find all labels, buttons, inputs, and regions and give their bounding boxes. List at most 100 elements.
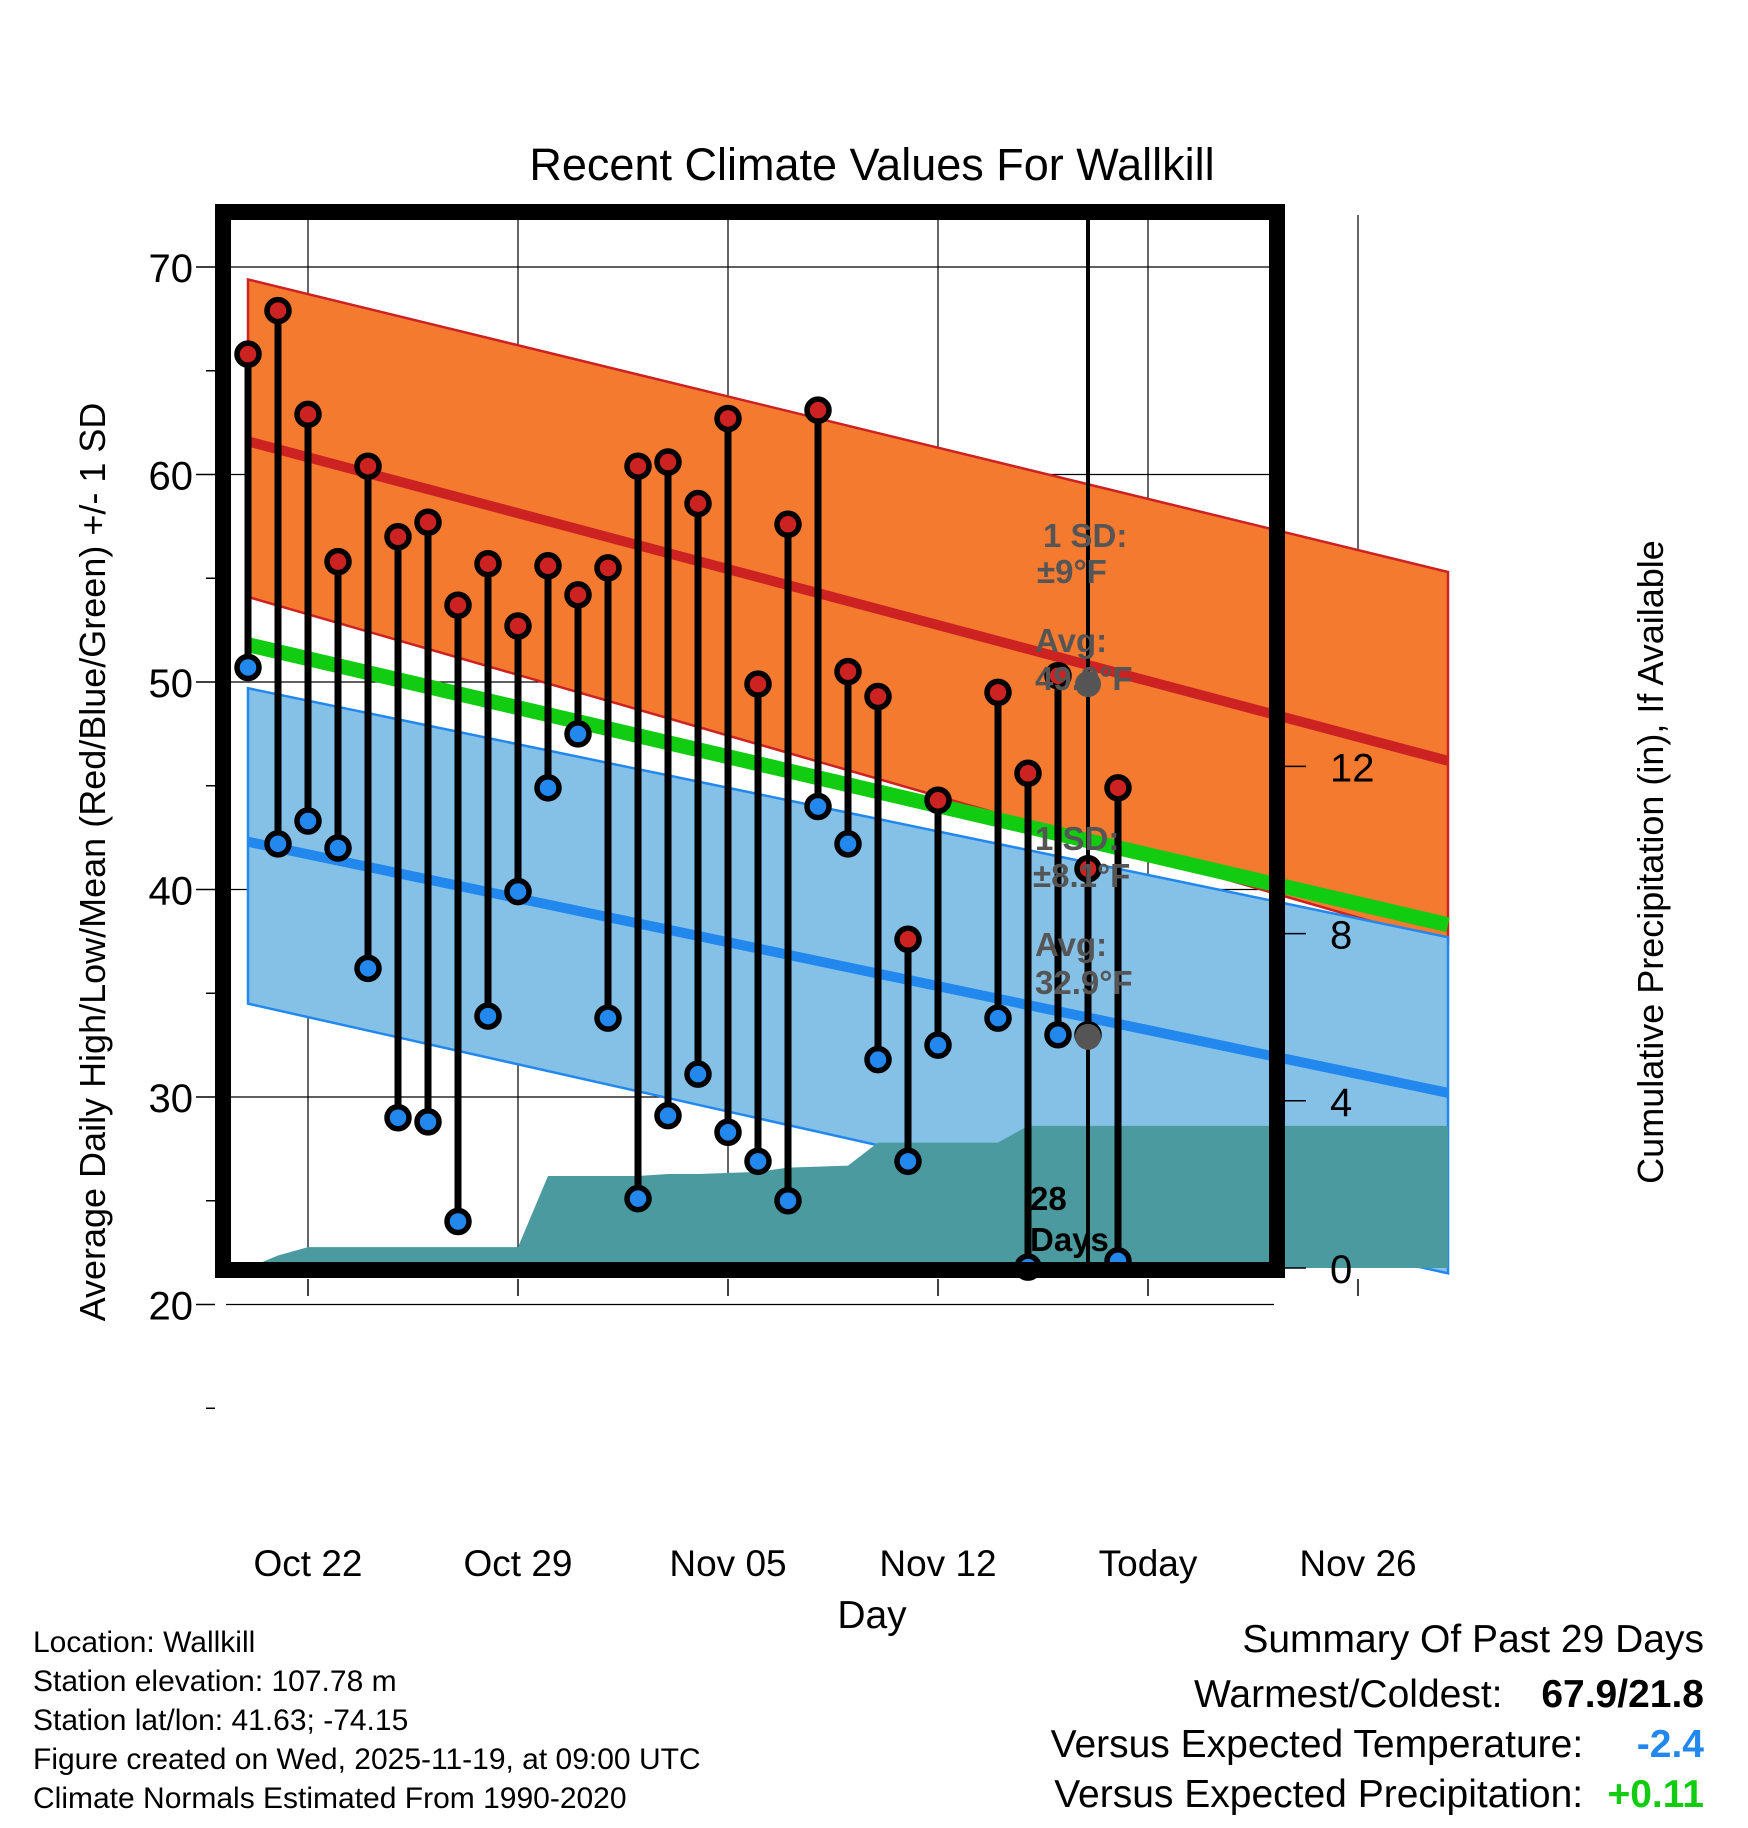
x-tick-label: Oct 29 [464, 1543, 573, 1584]
today-low-avg-dot [1075, 1023, 1101, 1050]
high-point [744, 670, 772, 698]
high-avg-line [246, 436, 1450, 766]
info-latlon: Station lat/lon: 41.63; -74.15 [33, 1704, 409, 1737]
low-point [684, 1060, 712, 1088]
low-point [924, 1031, 952, 1059]
low-point [534, 774, 562, 802]
high-avg-label: Avg: [1035, 622, 1107, 659]
high-point [1014, 759, 1042, 788]
y2-tick-label: 12 [1330, 746, 1375, 790]
axes: 20 30 40 50 60 70 0 4 8 12 Oct 22 Oct 29 Nov 05 Nov 1… [149, 247, 1417, 1584]
summary-temp-row: Versus Expected Temperature: -2.4 [1051, 1723, 1704, 1767]
high-point [444, 591, 472, 619]
high-point [834, 657, 862, 686]
low-point [444, 1207, 472, 1236]
high-point [714, 404, 742, 433]
low-point [774, 1187, 802, 1215]
summary-title: Summary Of Past 29 Days [1242, 1618, 1704, 1662]
y-axis-label: Average Daily High/Low/Mean (Red/Blue/Gr… [72, 403, 113, 1322]
summary-precip-row: Versus Expected Precipitation: +0.11 [1054, 1773, 1704, 1817]
low-point [414, 1108, 442, 1136]
high-point [654, 448, 682, 476]
y-tick-label: 40 [149, 870, 194, 914]
x-tick-label: Oct 22 [254, 1543, 363, 1584]
high-point [324, 547, 352, 576]
precip-area [248, 1125, 1448, 1268]
today-high-avg-dot [1075, 671, 1101, 698]
high-point [594, 554, 622, 582]
y2-axis-label: Cumulative Precipitation (in), If Availa… [1630, 540, 1671, 1184]
high-avg-value: 49.9°F [1035, 660, 1133, 697]
summary-temp-label: Versus Expected Temperature: [1050, 1723, 1584, 1766]
low-point [324, 834, 352, 862]
summary-warmest-label: Warmest/Coldest: [1194, 1673, 1503, 1716]
x-tick-label: Nov 12 [879, 1543, 996, 1584]
low-point [594, 1004, 622, 1032]
x-tick-label: Today [1099, 1543, 1198, 1584]
high-point [264, 296, 292, 325]
info-elevation: Station elevation: 107.78 m [33, 1665, 397, 1698]
days-count: 28 [1030, 1180, 1067, 1217]
high-point [294, 400, 322, 429]
station-info: Location: Wallkill Station elevation: 10… [33, 1623, 701, 1818]
low-point [834, 830, 862, 858]
low-point [804, 792, 832, 821]
daily-marks [234, 296, 1132, 1281]
low-avg-line [246, 836, 1450, 1098]
low-sd-value: ±8.1°F [1033, 857, 1130, 894]
low-point [294, 807, 322, 835]
low-point [894, 1147, 922, 1176]
low-point [984, 1004, 1012, 1032]
plot-border [215, 204, 1285, 1278]
high-point [804, 396, 832, 424]
low-point [714, 1118, 742, 1147]
info-created: Figure created on Wed, 2025-11-19, at 09… [33, 1743, 701, 1776]
y2-tick-label: 4 [1330, 1081, 1352, 1125]
y-tick-label: 30 [149, 1077, 194, 1121]
plot-frame [215, 204, 1285, 1278]
summary-title-text: Summary Of Past 29 Days [1242, 1618, 1704, 1661]
y-tick-label: 70 [149, 247, 194, 291]
high-point [384, 523, 412, 551]
low-avg-value: 32.9°F [1035, 964, 1133, 1001]
low-point [354, 954, 382, 983]
summary-temp-value: -2.4 [1636, 1723, 1704, 1766]
summary-warmest-row: Warmest/Coldest: 67.9/21.8 [1194, 1673, 1704, 1717]
high-point [354, 452, 382, 480]
low-point [1044, 1021, 1072, 1049]
x-axis-label: Day [837, 1594, 907, 1637]
high-point [774, 510, 802, 539]
high-point [1044, 662, 1072, 690]
y-tick-label: 50 [149, 662, 194, 706]
high-point [894, 925, 922, 954]
titles: Recent Climate Values For Wallkill Day A… [72, 139, 1671, 1637]
low-point [624, 1184, 652, 1213]
summary-precip-label: Versus Expected Precipitation: [1054, 1773, 1584, 1816]
x-tick-label: Nov 26 [1299, 1543, 1416, 1584]
high-point [474, 549, 502, 578]
high-point [414, 508, 442, 536]
high-point [864, 682, 892, 711]
low-point [474, 1002, 502, 1030]
low-point [564, 720, 592, 748]
days-label: Days [1030, 1221, 1109, 1258]
high-point [984, 678, 1012, 707]
today-layer [1075, 215, 1101, 1268]
high-point [564, 581, 592, 609]
high-point [504, 612, 532, 640]
y2-tick-label: 8 [1330, 914, 1352, 958]
low-avg-label: Avg: [1035, 926, 1107, 963]
high-point [1104, 774, 1132, 802]
high-sd-label: 1 SD: [1043, 517, 1127, 554]
low-point [234, 653, 262, 682]
y2-tick-label: 0 [1330, 1248, 1352, 1292]
summary-precip-value: +0.11 [1607, 1773, 1704, 1816]
low-point [384, 1104, 412, 1132]
high-point [534, 552, 562, 580]
info-location: Location: Wallkill [33, 1626, 256, 1659]
high-point [684, 489, 712, 518]
x-tick-label: Nov 05 [669, 1543, 786, 1584]
high-point [924, 786, 952, 815]
low-point [504, 877, 532, 906]
